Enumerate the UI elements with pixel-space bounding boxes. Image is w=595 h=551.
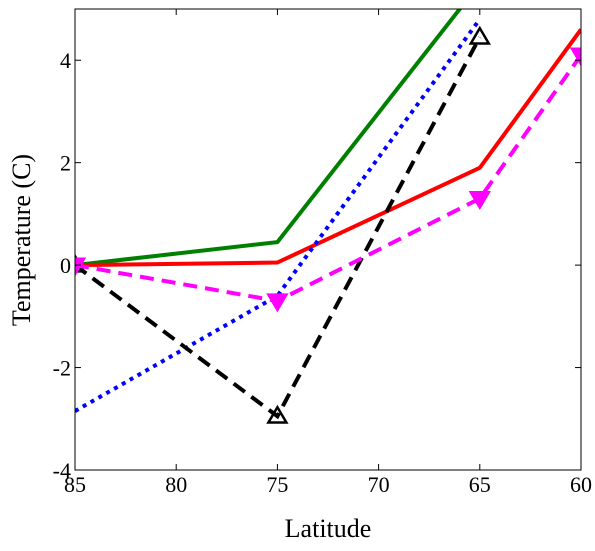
- y-tick-label: 2: [60, 151, 71, 176]
- marker: [266, 293, 289, 313]
- marker: [75, 257, 87, 277]
- line: [75, 36, 482, 420]
- marker: [468, 25, 491, 45]
- y-tick-label: -4: [53, 458, 71, 483]
- x-axis-label: Latitude: [285, 514, 372, 543]
- line: [75, 28, 581, 268]
- line: [75, 18, 482, 413]
- line: [75, 53, 581, 304]
- x-tick-label: 80: [165, 472, 187, 497]
- line: [75, 9, 463, 268]
- x-tick-label: 85: [64, 472, 86, 497]
- y-axis-label: Temperature (C): [7, 154, 36, 326]
- marker: [468, 190, 491, 210]
- x-tick-label: 60: [570, 472, 592, 497]
- x-tick-label: 75: [266, 472, 288, 497]
- y-tick-label: -2: [53, 356, 71, 381]
- y-tick-label: 0: [60, 253, 71, 278]
- plot-area: [75, 9, 581, 424]
- y-tick-label: 4: [60, 48, 71, 73]
- marker: [266, 404, 289, 424]
- x-tick-label: 70: [368, 472, 390, 497]
- x-tick-label: 65: [469, 472, 491, 497]
- axes-box: [74, 8, 582, 471]
